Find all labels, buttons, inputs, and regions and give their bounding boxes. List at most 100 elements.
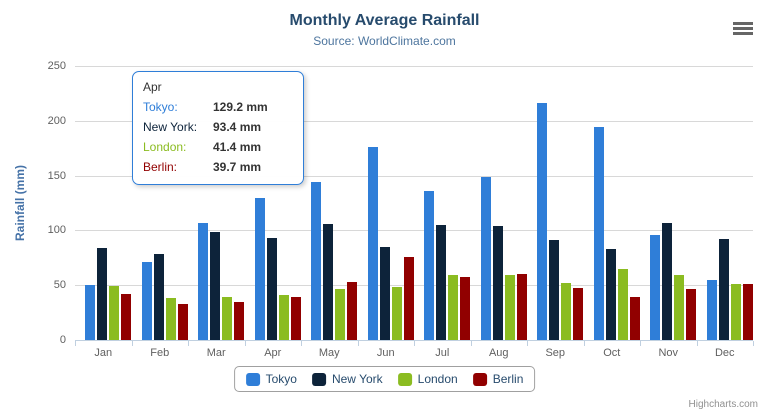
bar-london-mar[interactable] — [222, 296, 233, 340]
x-tick-label-aug: Aug — [488, 347, 509, 359]
tooltip: Apr Tokyo: 129.2 mm New York: 93.4 mm London… — [132, 71, 304, 185]
bar-tokyo-mar[interactable] — [198, 223, 209, 340]
legend-item-london[interactable]: London — [397, 372, 458, 386]
x-tick-label-nov: Nov — [658, 347, 679, 359]
category-slot-sep — [527, 66, 584, 340]
bar-london-dec[interactable] — [730, 283, 741, 340]
category-slot-aug — [471, 66, 528, 340]
bar-london-jan[interactable] — [109, 286, 120, 340]
x-tick — [301, 341, 358, 346]
bar-tokyo-nov[interactable] — [650, 235, 661, 340]
legend-item-berlin[interactable]: Berlin — [472, 372, 524, 386]
bar-london-jul[interactable] — [448, 275, 459, 340]
y-tick-label: 100 — [47, 224, 66, 236]
legend-label-berlin: Berlin — [492, 372, 524, 386]
y-tick-label: 200 — [47, 115, 66, 127]
bar-london-jun[interactable] — [391, 287, 402, 340]
hamburger-bar — [733, 32, 753, 35]
category-slot-jul — [414, 66, 471, 340]
x-tick — [640, 341, 697, 346]
bar-berlin-sep[interactable] — [573, 287, 584, 340]
tooltip-rows: Tokyo: 129.2 mm New York: 93.4 mm London: 41.… — [143, 97, 293, 177]
bar-london-nov[interactable] — [674, 275, 685, 340]
bar-tokyo-dec[interactable] — [706, 280, 717, 340]
x-tick — [696, 341, 754, 346]
tooltip-series-label: New York: — [143, 120, 198, 134]
x-tick-label-mar: Mar — [206, 347, 226, 359]
bar-london-apr[interactable] — [278, 294, 289, 340]
credits-link[interactable]: Highcharts.com — [688, 399, 758, 410]
bar-berlin-dec[interactable] — [742, 284, 753, 340]
bar-new-york-sep[interactable] — [549, 240, 560, 340]
bar-tokyo-aug[interactable] — [480, 177, 491, 340]
bar-tokyo-apr[interactable] — [254, 198, 265, 340]
gridline-150 — [75, 175, 753, 177]
bar-london-may[interactable] — [335, 288, 346, 340]
legend-swatch-berlin — [472, 372, 487, 386]
bar-new-york-mar[interactable] — [210, 232, 221, 340]
x-tick — [75, 341, 132, 346]
tooltip-series-label: London: — [143, 140, 187, 154]
tooltip-series-value: 39.7 mm — [213, 160, 262, 174]
bar-group-feb — [141, 253, 188, 340]
bar-berlin-apr[interactable] — [290, 296, 301, 340]
bar-new-york-dec[interactable] — [718, 238, 729, 340]
bar-berlin-jul[interactable] — [460, 277, 471, 340]
bar-group-mar — [198, 223, 245, 340]
x-tick — [357, 341, 415, 346]
bar-new-york-jan[interactable] — [97, 248, 108, 340]
bar-new-york-may[interactable] — [323, 223, 334, 340]
bar-berlin-nov[interactable] — [686, 288, 697, 340]
bar-new-york-nov[interactable] — [662, 223, 673, 340]
bar-new-york-jun[interactable] — [379, 247, 390, 340]
x-axis-ticks — [75, 341, 754, 346]
bar-london-aug[interactable] — [504, 274, 515, 340]
bar-new-york-oct[interactable] — [605, 248, 616, 340]
legend-swatch-london — [397, 372, 412, 386]
x-tick-label-oct: Oct — [603, 347, 621, 359]
bar-tokyo-may[interactable] — [311, 182, 322, 340]
tooltip-row-new-york: New York: 93.4 mm — [143, 117, 293, 137]
bar-berlin-feb[interactable] — [177, 303, 188, 340]
legend-item-tokyo[interactable]: Tokyo — [245, 372, 297, 386]
bar-london-oct[interactable] — [617, 268, 628, 340]
bar-group-dec — [706, 238, 753, 340]
gridline-50 — [75, 285, 753, 287]
bar-london-sep[interactable] — [561, 282, 572, 340]
bar-groups — [75, 66, 753, 340]
gridline-100 — [75, 230, 753, 232]
category-slot-oct — [584, 66, 641, 340]
bar-london-feb[interactable] — [165, 297, 176, 340]
hamburger-icon[interactable] — [733, 22, 753, 37]
bar-new-york-jul[interactable] — [436, 224, 447, 340]
tooltip-series-label: Tokyo: — [143, 100, 178, 114]
y-tick-label: 50 — [53, 279, 66, 291]
bar-tokyo-feb[interactable] — [141, 261, 152, 340]
bar-berlin-jan[interactable] — [121, 293, 132, 340]
y-tick-label: 150 — [47, 170, 66, 182]
chart-subtitle: Source: WorldClimate.com — [313, 34, 456, 48]
bar-tokyo-jul[interactable] — [424, 191, 435, 340]
x-tick-label-apr: Apr — [264, 347, 282, 359]
bar-tokyo-sep[interactable] — [537, 102, 548, 340]
bar-new-york-aug[interactable] — [492, 225, 503, 340]
bar-berlin-aug[interactable] — [516, 273, 527, 340]
legend-swatch-tokyo — [245, 372, 260, 386]
bar-new-york-apr[interactable] — [266, 237, 277, 340]
bar-tokyo-jan[interactable] — [85, 285, 96, 340]
bar-tokyo-oct[interactable] — [593, 127, 604, 340]
legend-item-new-york[interactable]: New York — [311, 372, 383, 386]
x-tick — [414, 341, 471, 346]
bar-berlin-jun[interactable] — [403, 257, 414, 340]
bar-berlin-oct[interactable] — [629, 297, 640, 340]
category-slot-feb — [132, 66, 189, 340]
legend-label-london: London — [417, 372, 458, 386]
bar-berlin-may[interactable] — [347, 282, 358, 340]
category-slot-mar — [188, 66, 245, 340]
x-axis-labels: Jan Feb Mar Apr May Jun Jul Aug Sep Oct Nov Dec — [75, 347, 753, 359]
bar-berlin-mar[interactable] — [234, 302, 245, 340]
legend-swatch-new-york — [311, 372, 326, 386]
bar-tokyo-jun[interactable] — [367, 147, 378, 340]
x-tick — [244, 341, 302, 346]
bar-new-york-feb[interactable] — [153, 253, 164, 340]
